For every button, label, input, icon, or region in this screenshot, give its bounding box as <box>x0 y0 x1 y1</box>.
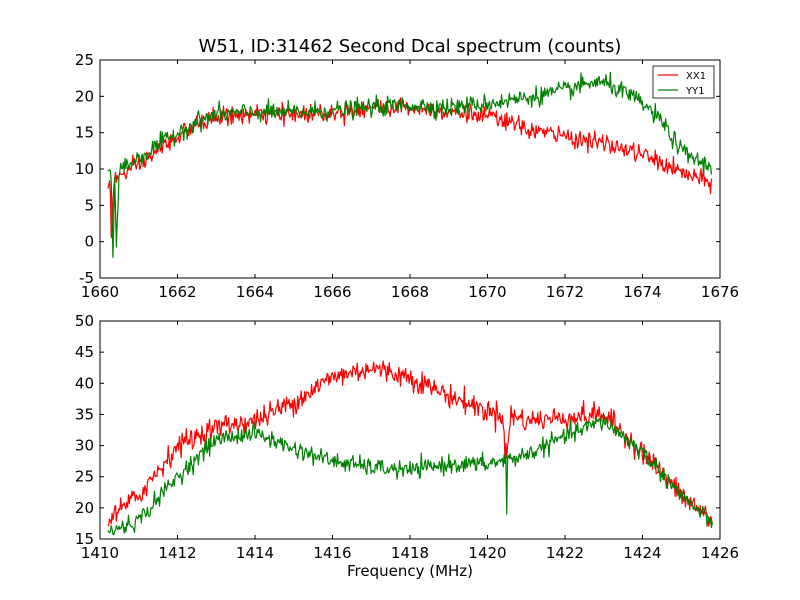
legend-label-xx1: XX1 <box>686 71 706 82</box>
bottom-x-tick-label: 1422 <box>546 544 584 562</box>
top-y-tick-label: 15 <box>75 124 94 142</box>
top-x-tick-label: 1668 <box>391 283 429 301</box>
top-legend: XX1 YY1 <box>652 65 715 99</box>
bottom-x-tick-label: 1426 <box>701 544 739 562</box>
bottom-series-group <box>107 360 713 536</box>
top-x-tick-label: 1662 <box>158 283 196 301</box>
top-x-tick-label: 1674 <box>623 283 661 301</box>
bottom-y-tick-label: 30 <box>75 437 94 455</box>
bottom-y-tick-label: 50 <box>75 312 94 330</box>
bottom-y-tick-label: 40 <box>75 374 94 392</box>
top-chart-title: W51, ID:31462 Second Dcal spectrum (coun… <box>199 36 622 57</box>
bottom-x-tick-label: 1410 <box>81 544 119 562</box>
bottom-ticks-group: 1410 1412 1414 1416 1418 1420 1422 1424 1426 15 20… <box>75 312 739 562</box>
bottom-x-tick-label: 1418 <box>391 544 429 562</box>
top-x-tick-label: 1664 <box>236 283 274 301</box>
bottom-x-axis-label: Frequency (MHz) <box>347 562 473 580</box>
top-series-line-xx1 <box>107 97 713 239</box>
top-panel: W51, ID:31462 Second Dcal spectrum (coun… <box>75 36 739 301</box>
bottom-y-tick-label: 25 <box>75 468 94 486</box>
top-y-tick-label: 25 <box>75 51 94 69</box>
top-x-tick-label: 1660 <box>81 283 119 301</box>
bottom-y-tick-label: 35 <box>75 405 94 423</box>
top-y-tick-label: 0 <box>84 233 94 251</box>
bottom-series-line-yy1 <box>107 412 713 536</box>
bottom-series-line-xx1 <box>107 360 713 527</box>
legend-label-yy1: YY1 <box>685 86 705 97</box>
top-y-tick-label: -5 <box>79 269 94 287</box>
legend-box <box>652 65 715 99</box>
bottom-x-tick-label: 1424 <box>623 544 661 562</box>
top-y-tick-label: 5 <box>84 196 94 214</box>
bottom-panel: 1410 1412 1414 1416 1418 1420 1422 1424 1426 15 20… <box>75 312 739 580</box>
top-x-tick-label: 1670 <box>468 283 506 301</box>
top-series-group <box>107 71 713 258</box>
top-y-tick-label: 20 <box>75 87 94 105</box>
top-y-tick-label: 10 <box>75 160 94 178</box>
bottom-x-tick-label: 1414 <box>236 544 274 562</box>
top-x-tick-label: 1672 <box>546 283 584 301</box>
bottom-x-tick-label: 1412 <box>158 544 196 562</box>
bottom-y-tick-label: 45 <box>75 343 94 361</box>
top-x-tick-label: 1666 <box>313 283 351 301</box>
top-x-tick-label: 1676 <box>701 283 739 301</box>
bottom-y-tick-label: 15 <box>75 530 94 548</box>
bottom-x-tick-label: 1420 <box>468 544 506 562</box>
bottom-x-tick-label: 1416 <box>313 544 351 562</box>
bottom-y-tick-label: 20 <box>75 499 94 517</box>
top-ticks-group: 1660 1662 1664 1666 1668 1670 1672 1674 1676 -5 0 5… <box>75 51 739 301</box>
top-series-line-yy1 <box>107 71 713 258</box>
